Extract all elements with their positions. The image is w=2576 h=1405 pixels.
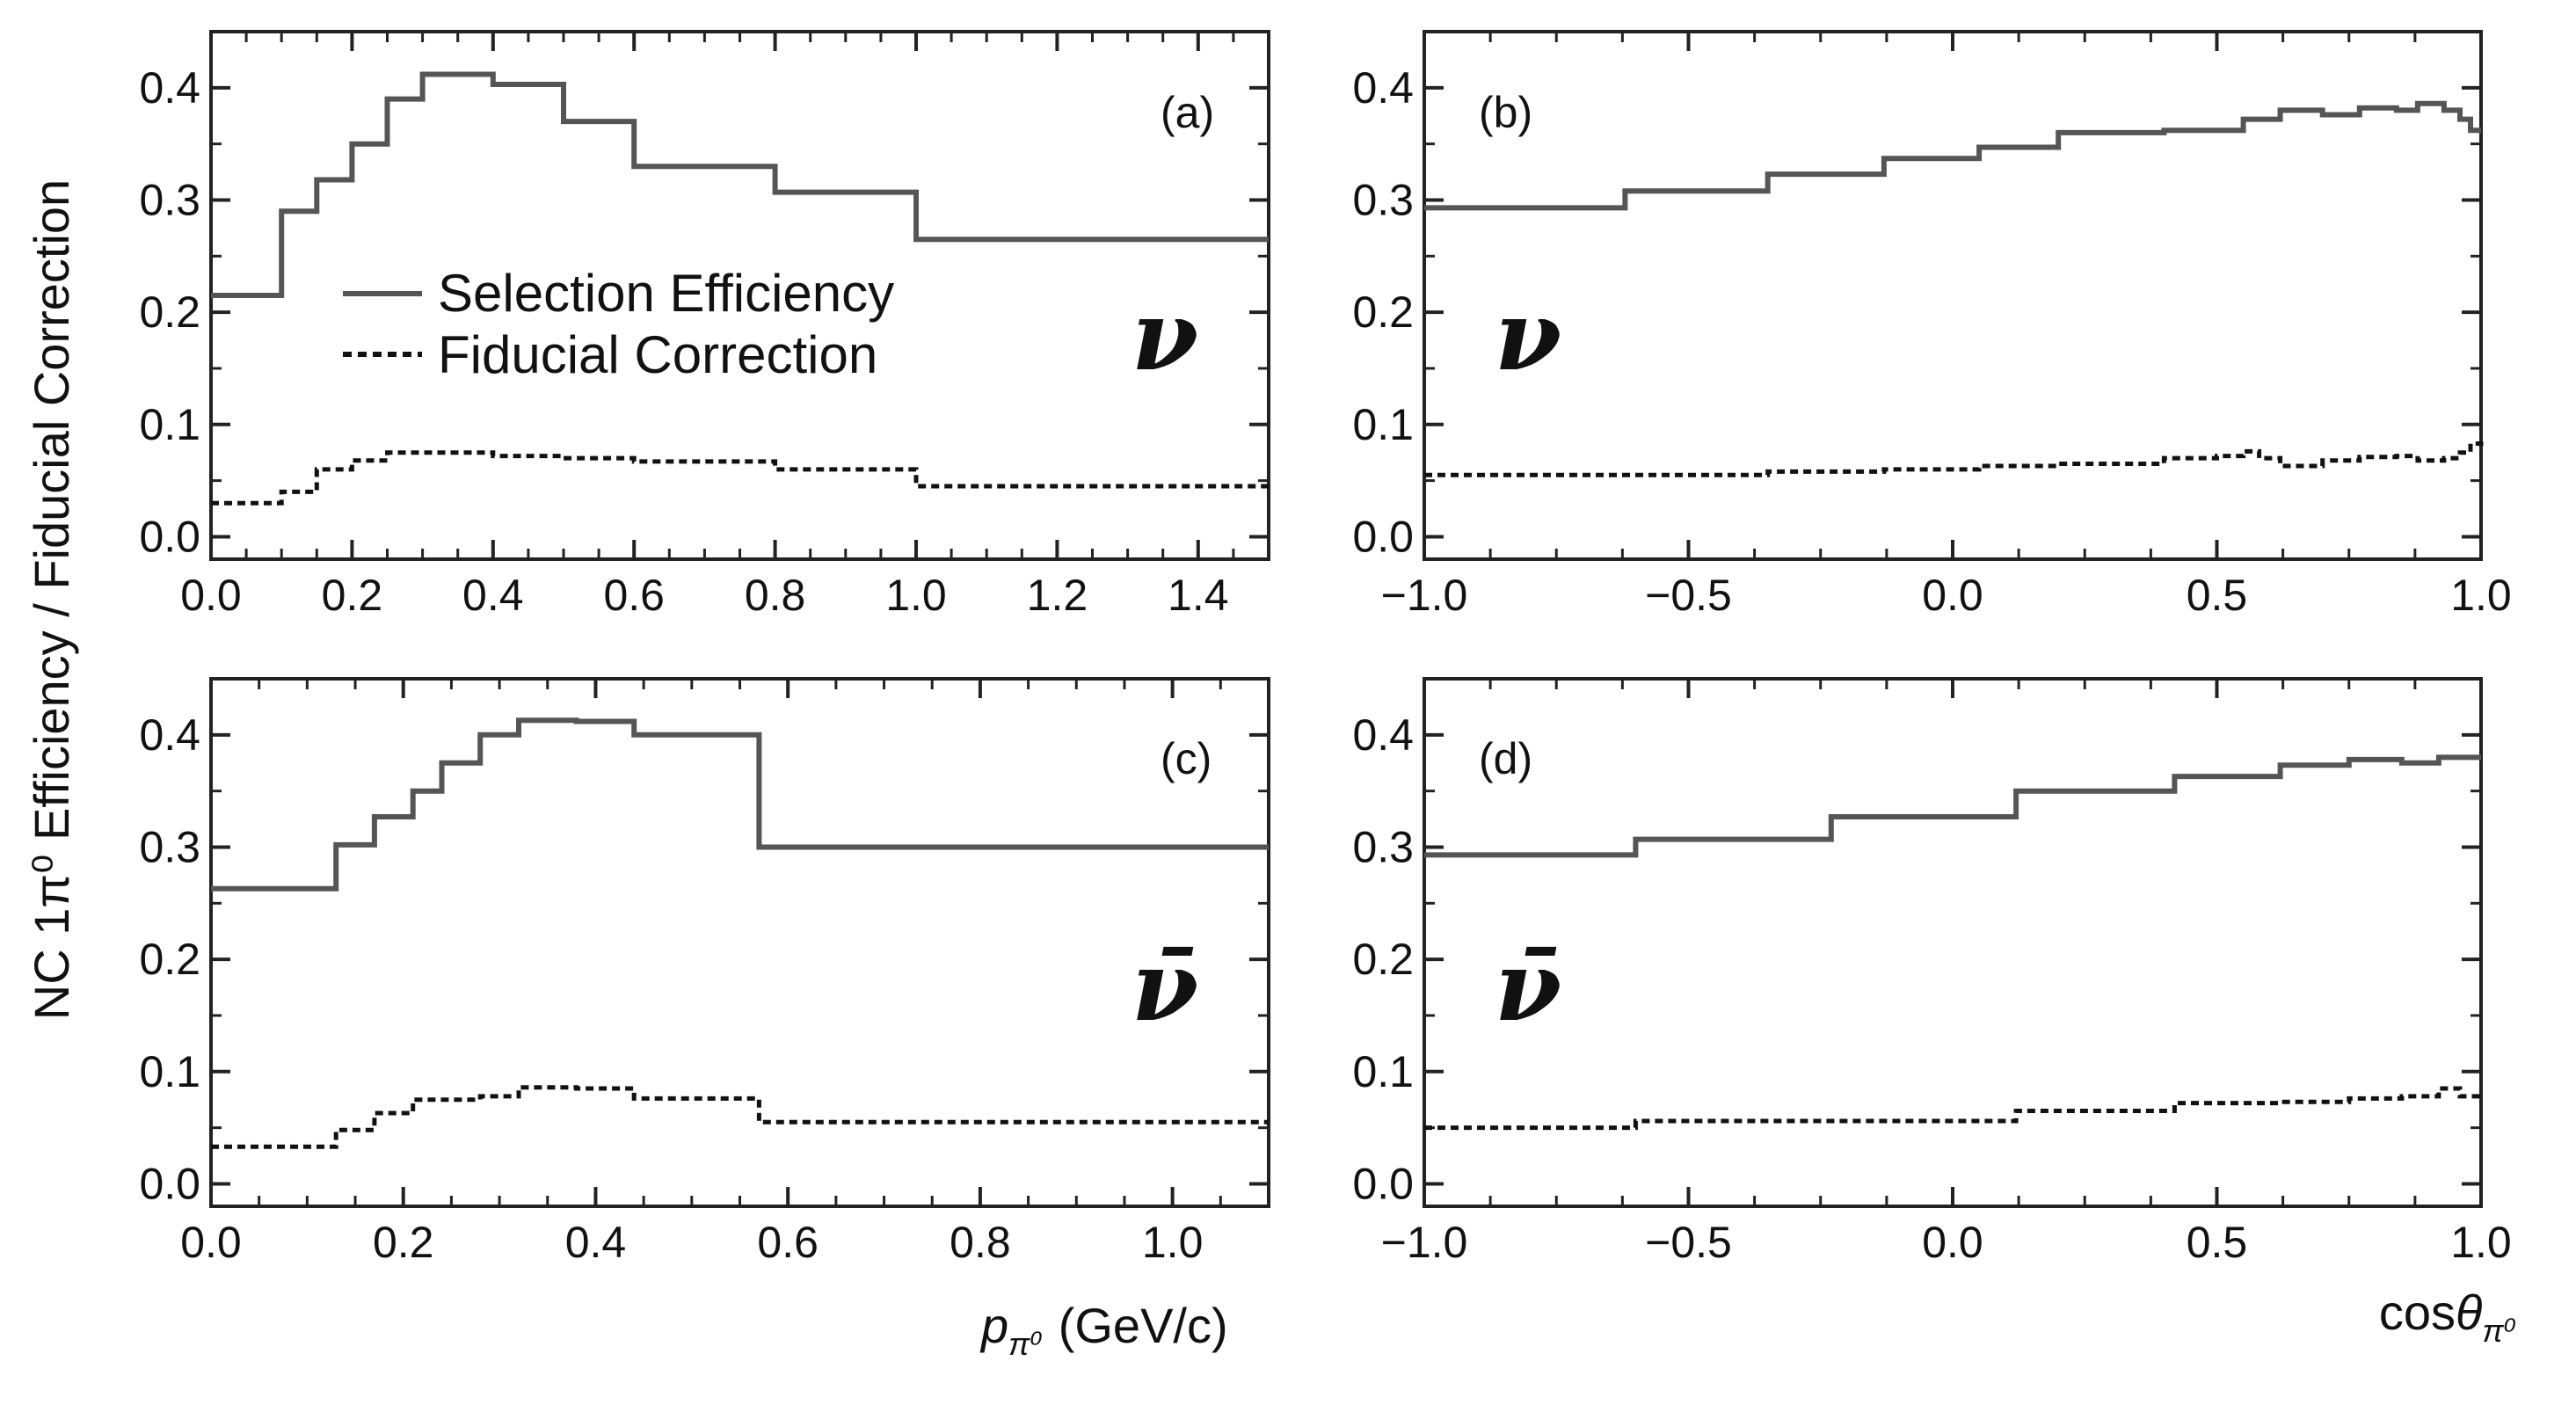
x-tick-label: 0.0 bbox=[1922, 1218, 1983, 1267]
y-tick-label: 0.1 bbox=[1352, 1047, 1414, 1096]
y-tick-label: 0.2 bbox=[1352, 935, 1414, 984]
x-tick-label: 1.2 bbox=[1027, 571, 1088, 620]
y-tick-label: 0.3 bbox=[1352, 822, 1414, 871]
x-tick-label: 0.6 bbox=[757, 1218, 819, 1267]
x-tick-label: 1.0 bbox=[1142, 1218, 1204, 1267]
series-fiducial-correction bbox=[1424, 1086, 2481, 1131]
y-tick-label: 0.0 bbox=[1352, 512, 1414, 561]
y-tick-label: 0.1 bbox=[139, 400, 200, 449]
panel-tag: (b) bbox=[1479, 88, 1532, 137]
x-tick-label: −0.5 bbox=[1645, 571, 1732, 620]
y-tick-label: 0.3 bbox=[1352, 175, 1414, 224]
y-tick-label: 0.1 bbox=[139, 1047, 200, 1096]
y-axis-label: NC 1π⁰ Efficiency / Fiducial Correction bbox=[24, 179, 79, 1020]
x-tick-label: 0.0 bbox=[1922, 571, 1983, 620]
x-tick-label: −1.0 bbox=[1381, 571, 1468, 620]
panel-tag: (d) bbox=[1479, 734, 1532, 783]
series-selection-efficiency bbox=[211, 717, 1269, 892]
x-label-p-sub: π⁰ bbox=[1008, 1326, 1043, 1362]
legend: Selection Efficiency Fiducial Correction bbox=[343, 264, 894, 384]
y-tick-label: 0.4 bbox=[1352, 63, 1414, 113]
x-label-cos-theta: θ bbox=[2456, 1285, 2482, 1340]
y-tick-label: 0.4 bbox=[139, 710, 200, 760]
y-tick-label: 0.2 bbox=[1352, 288, 1414, 337]
x-tick-label: 0.0 bbox=[180, 1218, 242, 1267]
neutrino-symbol: ν bbox=[1495, 279, 1561, 392]
series-fiducial-correction bbox=[211, 450, 1269, 506]
x-tick-label: −1.0 bbox=[1381, 1218, 1468, 1267]
x-axis-label-momentum: pπ⁰ (GeV/c) bbox=[979, 1298, 1228, 1362]
x-tick-label: 0.4 bbox=[565, 1218, 627, 1267]
y-tick-label: 0.2 bbox=[139, 935, 200, 984]
x-tick-label: 1.0 bbox=[2450, 1218, 2512, 1267]
panel-d: 0.0 0.1 0.2 0.3 0.4 −1.0 −0.5 0.0 0.5 1.0 (d) ν̄ bbox=[1352, 677, 2512, 1267]
x-tick-label: 0.5 bbox=[2187, 571, 2248, 620]
x-tick-label: 0.0 bbox=[180, 571, 242, 620]
series-selection-efficiency bbox=[211, 71, 1269, 298]
series-fiducial-correction bbox=[1424, 441, 2484, 477]
panel-b: 0.0 0.1 0.2 0.3 0.4 −1.0 −0.5 0.0 0.5 1.0 (b) ν bbox=[1352, 30, 2512, 620]
x-tick-label: 1.0 bbox=[2450, 571, 2512, 620]
neutrino-symbol: ν̄ bbox=[1495, 929, 1561, 1043]
x-label-cos-sub: π⁰ bbox=[2482, 1313, 2516, 1349]
x-tick-label: −0.5 bbox=[1645, 1218, 1732, 1267]
y-tick-label: 0.2 bbox=[139, 288, 200, 337]
panel-tag: (c) bbox=[1161, 734, 1212, 783]
panel-a: 0.0 0.1 0.2 0.3 0.4 0.0 0.2 0.4 0.6 0.8 1.0 1.2 1.4 (… bbox=[139, 30, 1270, 620]
x-tick-label: 1.4 bbox=[1168, 571, 1229, 620]
neutrino-symbol: ν̄ bbox=[1132, 929, 1198, 1043]
x-tick-label: 0.5 bbox=[2187, 1218, 2248, 1267]
series-fiducial-correction bbox=[211, 1085, 1269, 1149]
plot-frame bbox=[209, 677, 1270, 1208]
panel-c: 0.0 0.1 0.2 0.3 0.4 0.0 0.2 0.4 0.6 0.8 1.0 (c) ν̄ bbox=[139, 677, 1270, 1267]
y-tick-label: 0.4 bbox=[1352, 710, 1414, 760]
neutrino-symbol: ν bbox=[1132, 279, 1198, 392]
legend-dashed-label: Fiducial Correction bbox=[438, 325, 877, 384]
y-tick-label: 0.3 bbox=[139, 175, 200, 224]
y-tick-label: 0.4 bbox=[139, 63, 200, 113]
y-tick-label: 0.0 bbox=[1352, 1159, 1414, 1208]
legend-solid-label: Selection Efficiency bbox=[438, 264, 894, 323]
x-tick-label: 0.2 bbox=[373, 1218, 434, 1267]
x-label-p-units: (GeV/c) bbox=[1059, 1298, 1228, 1353]
series-selection-efficiency bbox=[1424, 754, 2481, 858]
y-tick-label: 0.3 bbox=[139, 822, 200, 871]
x-tick-label: 0.6 bbox=[603, 571, 665, 620]
x-tick-label: 0.4 bbox=[462, 571, 524, 620]
x-label-cos-main: cos bbox=[2379, 1285, 2456, 1340]
panel-tag: (a) bbox=[1161, 88, 1214, 137]
x-label-p: p bbox=[979, 1298, 1008, 1353]
y-tick-label: 0.0 bbox=[139, 512, 200, 561]
x-tick-label: 0.8 bbox=[745, 571, 806, 620]
x-axis-label-cos: cosθπ⁰ bbox=[2379, 1285, 2516, 1349]
x-tick-label: 0.8 bbox=[950, 1218, 1011, 1267]
x-tick-label: 1.0 bbox=[885, 571, 947, 620]
y-tick-label: 0.0 bbox=[139, 1159, 200, 1208]
y-tick-label: 0.1 bbox=[1352, 400, 1414, 449]
x-tick-label: 0.2 bbox=[322, 571, 383, 620]
series-selection-efficiency bbox=[1424, 100, 2481, 211]
